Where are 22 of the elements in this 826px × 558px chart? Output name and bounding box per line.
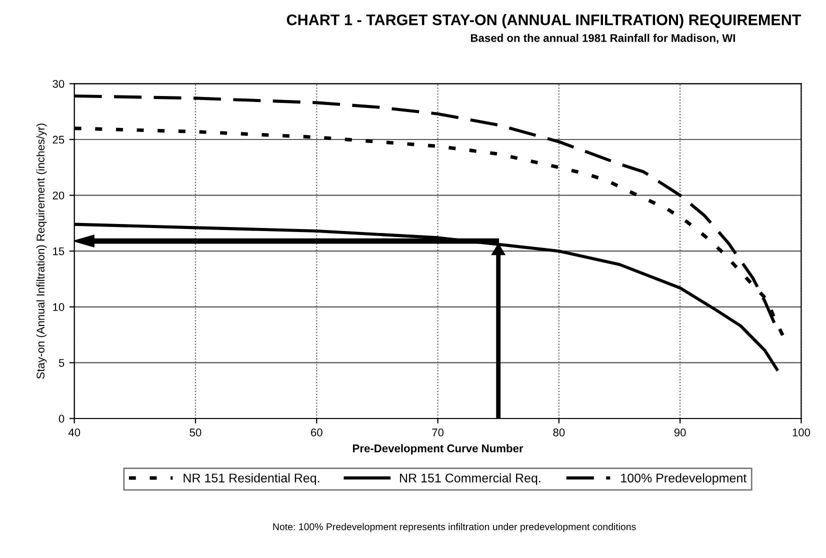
text: Note: 100% Predevelopment represents infiltration under predevelopment conditions xyxy=(273,523,636,532)
x-tick-label: 40 xyxy=(68,428,80,436)
x-axis-title: Pre-Development Curve Number xyxy=(353,444,524,454)
chart-title: CHART 1 - TARGET STAY-ON (ANNUAL INFILTRATION) REQUIREMENT xyxy=(286,14,802,28)
x-tick-label: 100 xyxy=(792,428,810,436)
x-tick-label: 70 xyxy=(432,428,444,436)
y-tick-label: 30 xyxy=(52,80,64,88)
chart-subtitle: Based on the annual 1981 Rainfall for Madison, WI xyxy=(470,34,735,44)
legend-label: NR 151 Residential Req. xyxy=(184,473,320,485)
legend-label: 100% Predevelopment xyxy=(621,473,747,485)
x-tick-label: 90 xyxy=(674,428,686,436)
y-tick-label: 20 xyxy=(52,192,64,200)
y-tick-label: 15 xyxy=(53,247,64,256)
y-tick-label: 10 xyxy=(53,303,64,312)
y-axis-title: Stay-on (Annual Infiltration) Requirement (inches/yr) xyxy=(36,124,47,379)
x-tick-label: 60 xyxy=(311,428,322,436)
x-tick-label: 50 xyxy=(190,428,202,436)
x-tick-label: 80 xyxy=(553,428,565,436)
y-tick-label: 5 xyxy=(58,359,64,367)
legend-label: NR 151 Commercial Req. xyxy=(400,473,540,485)
y-tick-label: 25 xyxy=(52,136,64,144)
y-tick-label: 0 xyxy=(58,414,64,423)
